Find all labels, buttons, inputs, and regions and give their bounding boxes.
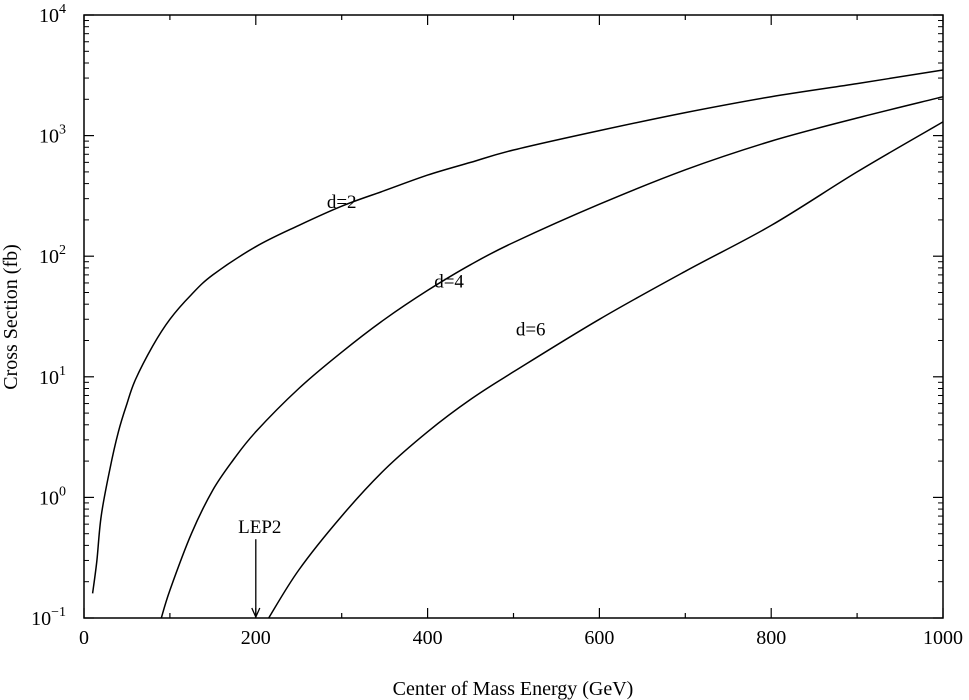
y-tick-label: 100: [39, 484, 66, 509]
y-tick-label: 104: [39, 2, 66, 27]
x-tick-label: 600: [584, 627, 614, 649]
series-line-d2: [91, 69, 944, 594]
curves: d=2 d=4 d=6: [91, 69, 944, 619]
y-tick-label: 102: [39, 243, 66, 268]
series-label-d6: d=6: [516, 320, 546, 341]
annotations: LEP2: [238, 517, 281, 619]
x-tick-label: 0: [79, 627, 89, 649]
y-axis-label: Cross Section (fb): [0, 244, 22, 390]
y-tick-label: 103: [39, 123, 66, 148]
x-tick-label: 800: [756, 627, 786, 649]
axis-ticks: [83, 14, 944, 619]
series-label-d2: d=2: [327, 192, 357, 213]
series-line-d4: [160, 95, 944, 619]
y-tick-label: 101: [39, 364, 66, 389]
y-tick-label: 10−1: [31, 605, 66, 630]
tick-labels: 0 200 400 600 800 1000 10−1 100 101 102 103 104: [31, 2, 963, 649]
lep2-annotation-label: LEP2: [238, 517, 281, 538]
x-tick-label: 400: [413, 627, 443, 649]
lep2-arrow-head: [251, 607, 261, 619]
x-tick-label: 200: [241, 627, 271, 649]
plot-frame: [83, 14, 944, 619]
x-tick-label: 1000: [923, 627, 963, 649]
x-axis-label: Center of Mass Energy (GeV): [393, 678, 634, 700]
series-line-d6: [268, 121, 944, 619]
series-label-d4: d=4: [434, 272, 464, 293]
